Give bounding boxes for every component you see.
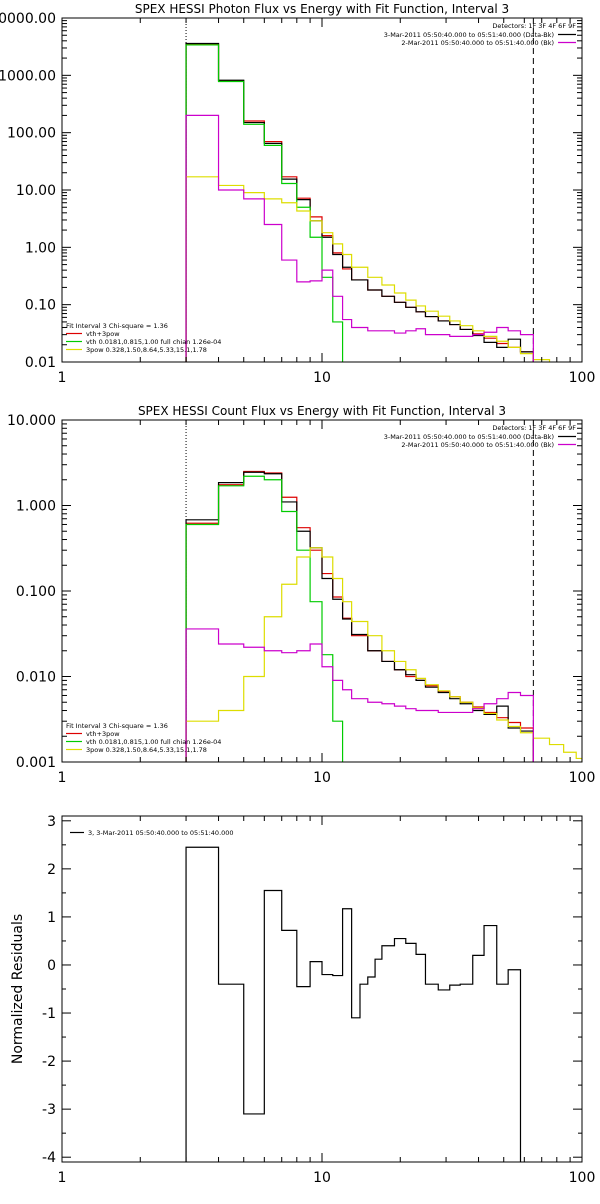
x-tick-label: 100 — [569, 370, 596, 386]
series-line-2 — [185, 471, 534, 762]
y-tick-label: 0.001 — [16, 755, 56, 771]
chart-title: SPEX HESSI Photon Flux vs Energy with Fi… — [135, 2, 509, 16]
series-line-5 — [185, 628, 534, 762]
chart-panel-1: SPEX HESSI Photon Flux vs Energy with Fi… — [0, 2, 595, 386]
legend-top-left: 3, 3-Mar-2011 05:50:40.000 to 05:51:40.0… — [70, 829, 234, 837]
chart-title: SPEX HESSI Count Flux vs Energy with Fit… — [138, 404, 506, 418]
y-tick-label: 2 — [47, 862, 56, 878]
y-tick-label: 10.00 — [16, 183, 56, 199]
legend-top-right: Detectors: 1F 3F 4F 6F 9F3-Mar-2011 05:5… — [384, 424, 577, 449]
y-tick-label: 0.01 — [25, 355, 56, 371]
series-group — [185, 470, 582, 762]
y-tick-label: 0.100 — [16, 584, 56, 600]
plot-frame — [61, 419, 583, 763]
legend-fit-header: Fit Interval 3 Chi-square = 1.36 — [66, 722, 168, 730]
legend-entry-label: 3-Mar-2011 05:50:40.000 to 05:51:40.000 … — [384, 433, 554, 441]
y-tick-label: -2 — [42, 1054, 56, 1070]
series-line-1 — [185, 470, 534, 762]
y-axis-label: Normalized Residuals — [10, 914, 26, 1064]
x-tick-label: 1 — [58, 1170, 67, 1186]
legend-bottom-left: Fit Interval 3 Chi-square = 1.36vth+3pow… — [66, 722, 221, 754]
legend-detectors: Detectors: 1F 3F 4F 6F 9F — [492, 22, 576, 30]
legend-detectors: Detectors: 1F 3F 4F 6F 9F — [492, 424, 576, 432]
y-tick-label: 3 — [47, 814, 56, 830]
y-tick-label: 1 — [47, 910, 56, 926]
legend-bottom-left: Fit Interval 3 Chi-square = 1.36vth+3pow… — [66, 322, 221, 354]
x-tick-label: 10 — [313, 1170, 331, 1186]
series-group — [185, 846, 522, 1162]
y-tick-label: -1 — [42, 1006, 56, 1022]
y-tick-label: 10.000 — [7, 413, 56, 429]
y-tick-label: 100.00 — [7, 126, 56, 142]
y-tick-label: 0.10 — [25, 298, 56, 314]
series-group — [185, 42, 551, 362]
legend-entry-label: vth 0.0181,0.815,1.00 full chian 1.26e-0… — [86, 738, 221, 746]
series-line-3 — [185, 475, 344, 762]
legend-entry-label: vth+3pow — [86, 730, 120, 738]
x-tick-label: 100 — [569, 770, 596, 786]
legend-fit-header: Fit Interval 3 Chi-square = 1.36 — [66, 322, 168, 330]
y-tick-label: 1000.00 — [0, 68, 56, 84]
x-tick-label: 1 — [58, 370, 67, 386]
legend-entry-label: 3pow 0.328,1.50,8.64,5.33,15.1,1.78 — [86, 746, 207, 754]
x-tick-label: 10 — [313, 770, 331, 786]
legend-entry-label: 2-Mar-2011 05:50:40.000 to 05:51:40.000 … — [401, 39, 554, 47]
series-line-4 — [185, 547, 582, 762]
legend-entry-label: vth+3pow — [86, 330, 120, 338]
x-tick-label: 10 — [313, 370, 331, 386]
y-tick-label: 10000.00 — [0, 11, 56, 27]
legend-top-right: Detectors: 1F 3F 4F 6F 9F3-Mar-2011 05:5… — [384, 22, 577, 47]
legend-entry-label: 3-Mar-2011 05:50:40.000 to 05:51:40.000 … — [384, 31, 554, 39]
series-line-1 — [185, 846, 522, 1162]
plot-frame — [61, 815, 583, 1163]
x-tick-label: 100 — [569, 1170, 596, 1186]
y-tick-label: 0 — [47, 958, 56, 974]
legend-entry-label: 3, 3-Mar-2011 05:50:40.000 to 05:51:40.0… — [88, 829, 234, 837]
y-tick-label: -4 — [42, 1150, 56, 1166]
legend-entry-label: 2-Mar-2011 05:50:40.000 to 05:51:40.000 … — [401, 441, 554, 449]
series-line-3 — [185, 44, 344, 362]
legend-entry-label: vth 0.0181,0.815,1.00 full chian 1.26e-0… — [86, 338, 221, 346]
y-tick-label: -3 — [42, 1102, 56, 1118]
y-tick-label: 1.00 — [25, 240, 56, 256]
series-line-5 — [185, 114, 534, 362]
x-tick-label: 1 — [58, 770, 67, 786]
y-tick-label: 1.000 — [16, 499, 56, 515]
legend-entry-label: 3pow 0.328,1.50,8.64,5.33,15.1,1.78 — [86, 346, 207, 354]
series-line-4 — [185, 176, 551, 362]
y-tick-label: 0.010 — [16, 670, 56, 686]
chart-panel-2: SPEX HESSI Count Flux vs Energy with Fit… — [7, 404, 595, 786]
chart-panel-3: 1 10 100 -4 -3 -2 -1 0 1 2 3 Normalized Residuals 3,… — [10, 814, 595, 1186]
plot-frame — [61, 17, 583, 363]
